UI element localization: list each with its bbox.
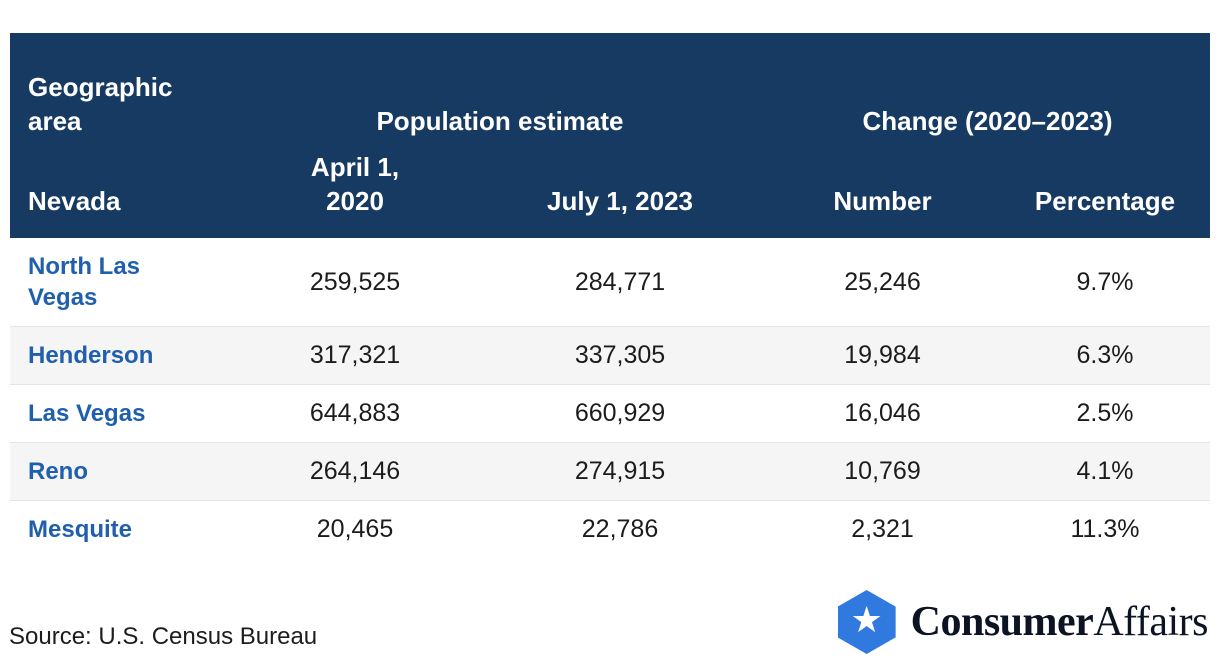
table-row: Mesquite 20,465 22,786 2,321 11.3% — [10, 500, 1210, 558]
change-percentage-value: 4.1% — [1076, 457, 1134, 485]
brand-wordmark: ConsumerAffairs — [910, 598, 1209, 646]
city-link-henderson[interactable]: Henderson — [28, 342, 154, 369]
july-2023-value: 22,786 — [581, 515, 659, 543]
header-percentage: Percentage — [1034, 186, 1176, 216]
header-april-1-2020: April 1, 2020 — [235, 150, 475, 218]
change-percentage-value: 2.5% — [1076, 399, 1134, 427]
change-number-value: 10,769 — [844, 457, 921, 485]
star-hexagon-icon: ★ — [837, 590, 896, 654]
population-table: Geographic area Population estimate Chan… — [10, 33, 1210, 558]
april-2020-value: 259,525 — [309, 267, 401, 296]
brand-consumer: Consumer — [910, 599, 1094, 645]
table-row: Reno 264,146 274,915 10,769 4.1% — [10, 442, 1210, 500]
table-body: North Las Vegas 259,525 284,771 25,246 9… — [10, 238, 1210, 558]
change-number-value: 2,321 — [851, 515, 914, 543]
header-geographic-area: Geographic area — [10, 70, 235, 138]
change-percentage-value: 6.3% — [1076, 341, 1134, 369]
july-2023-value: 284,771 — [574, 267, 666, 296]
change-number-value: 16,046 — [844, 399, 921, 427]
star-icon: ★ — [850, 599, 883, 640]
table-row: Henderson 317,321 337,305 19,984 6.3% — [10, 326, 1210, 384]
header-change-2020-2023: Change (2020–2023) — [862, 106, 1113, 136]
change-number-value: 19,984 — [844, 341, 921, 369]
geographic-area-label: Geographic area — [28, 72, 173, 136]
city-link-mesquite[interactable]: Mesquite — [28, 516, 133, 543]
header-column-row: Nevada April 1, 2020 July 1, 2023 Number… — [10, 138, 1210, 238]
july-2023-value: 660,929 — [574, 399, 666, 427]
table-header: Geographic area Population estimate Chan… — [10, 33, 1210, 238]
header-nevada: Nevada — [28, 186, 121, 216]
header-population-estimate: Population estimate — [376, 106, 624, 136]
july-2023-value: 337,305 — [574, 341, 666, 369]
july-2023-value: 274,915 — [574, 457, 666, 485]
header-group-row: Geographic area Population estimate Chan… — [10, 33, 1210, 138]
header-number: Number — [833, 186, 932, 216]
change-percentage-value: 11.3% — [1070, 515, 1140, 543]
source-attribution: Source: U.S. Census Bureau — [9, 623, 318, 650]
header-july-1-2023: July 1, 2023 — [547, 186, 693, 216]
change-number-value: 25,246 — [844, 267, 921, 296]
change-percentage-value: 9.7% — [1076, 267, 1134, 296]
april-2020-value: 264,146 — [309, 457, 401, 485]
april-2020-value: 644,883 — [309, 399, 401, 427]
april-2020-value: 317,321 — [309, 341, 401, 369]
brand-affairs: Affairs — [1093, 599, 1208, 645]
consumeraffairs-logo[interactable]: ★ ConsumerAffairs — [837, 590, 1209, 654]
table-row: North Las Vegas 259,525 284,771 25,246 9… — [10, 238, 1210, 326]
city-link-north-las-vegas[interactable]: North Las Vegas — [28, 253, 141, 311]
city-link-las-vegas[interactable]: Las Vegas — [28, 400, 146, 427]
april-1-2020-label: April 1, 2020 — [310, 152, 400, 216]
city-link-reno[interactable]: Reno — [28, 458, 88, 485]
table-row: Las Vegas 644,883 660,929 16,046 2.5% — [10, 384, 1210, 442]
april-2020-value: 20,465 — [316, 515, 394, 543]
